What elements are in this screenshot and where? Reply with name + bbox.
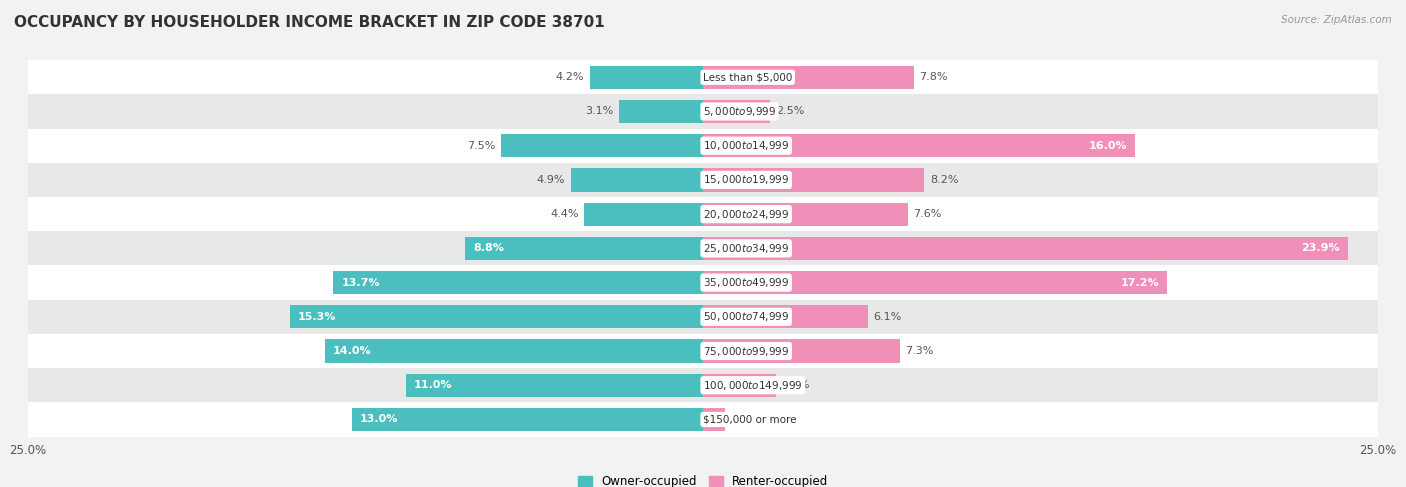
- Text: $10,000 to $14,999: $10,000 to $14,999: [703, 139, 789, 152]
- Text: 17.2%: 17.2%: [1121, 278, 1159, 288]
- Bar: [703, 339, 900, 363]
- Bar: [703, 374, 776, 397]
- Bar: [28, 265, 1378, 300]
- Bar: [28, 231, 1378, 265]
- Bar: [585, 203, 703, 226]
- Bar: [28, 163, 1378, 197]
- Bar: [352, 408, 703, 431]
- Bar: [28, 197, 1378, 231]
- Text: 2.7%: 2.7%: [782, 380, 810, 390]
- Bar: [465, 237, 703, 260]
- Bar: [703, 66, 914, 89]
- Bar: [619, 100, 703, 123]
- Text: $25,000 to $34,999: $25,000 to $34,999: [703, 242, 789, 255]
- Bar: [703, 408, 724, 431]
- Bar: [589, 66, 703, 89]
- Text: 0.8%: 0.8%: [730, 414, 758, 425]
- Bar: [28, 129, 1378, 163]
- Text: $75,000 to $99,999: $75,000 to $99,999: [703, 344, 789, 357]
- Text: 7.8%: 7.8%: [920, 72, 948, 82]
- Text: 4.2%: 4.2%: [555, 72, 585, 82]
- Text: 3.1%: 3.1%: [586, 107, 614, 116]
- Text: 23.9%: 23.9%: [1302, 244, 1340, 253]
- Bar: [28, 368, 1378, 402]
- Text: 7.5%: 7.5%: [467, 141, 495, 150]
- Bar: [703, 237, 1348, 260]
- Text: 6.1%: 6.1%: [873, 312, 901, 322]
- Text: $15,000 to $19,999: $15,000 to $19,999: [703, 173, 789, 187]
- Text: OCCUPANCY BY HOUSEHOLDER INCOME BRACKET IN ZIP CODE 38701: OCCUPANCY BY HOUSEHOLDER INCOME BRACKET …: [14, 15, 605, 30]
- Bar: [325, 339, 703, 363]
- Bar: [703, 203, 908, 226]
- Text: $5,000 to $9,999: $5,000 to $9,999: [703, 105, 776, 118]
- Text: 11.0%: 11.0%: [415, 380, 453, 390]
- Bar: [703, 271, 1167, 294]
- Text: 2.5%: 2.5%: [776, 107, 804, 116]
- Text: 8.2%: 8.2%: [929, 175, 959, 185]
- Text: $150,000 or more: $150,000 or more: [703, 414, 797, 425]
- Legend: Owner-occupied, Renter-occupied: Owner-occupied, Renter-occupied: [572, 471, 834, 487]
- Text: 7.3%: 7.3%: [905, 346, 934, 356]
- Text: Less than $5,000: Less than $5,000: [703, 72, 793, 82]
- Text: 4.9%: 4.9%: [537, 175, 565, 185]
- Bar: [406, 374, 703, 397]
- Bar: [501, 134, 703, 157]
- Text: 15.3%: 15.3%: [298, 312, 336, 322]
- Text: Source: ZipAtlas.com: Source: ZipAtlas.com: [1281, 15, 1392, 25]
- Bar: [28, 334, 1378, 368]
- Text: 8.8%: 8.8%: [474, 244, 505, 253]
- Text: 4.4%: 4.4%: [550, 209, 579, 219]
- Bar: [28, 402, 1378, 436]
- Text: $35,000 to $49,999: $35,000 to $49,999: [703, 276, 789, 289]
- Text: $20,000 to $24,999: $20,000 to $24,999: [703, 207, 789, 221]
- Bar: [333, 271, 703, 294]
- Bar: [703, 134, 1135, 157]
- Bar: [28, 300, 1378, 334]
- Bar: [703, 305, 868, 328]
- Text: 16.0%: 16.0%: [1088, 141, 1126, 150]
- Bar: [28, 60, 1378, 94]
- Text: $50,000 to $74,999: $50,000 to $74,999: [703, 310, 789, 323]
- Text: 13.7%: 13.7%: [342, 278, 380, 288]
- Text: $100,000 to $149,999: $100,000 to $149,999: [703, 379, 803, 392]
- Bar: [28, 94, 1378, 129]
- Text: 14.0%: 14.0%: [333, 346, 371, 356]
- Text: 7.6%: 7.6%: [914, 209, 942, 219]
- Bar: [703, 169, 924, 191]
- Bar: [571, 169, 703, 191]
- Bar: [703, 100, 770, 123]
- Text: 13.0%: 13.0%: [360, 414, 398, 425]
- Bar: [290, 305, 703, 328]
